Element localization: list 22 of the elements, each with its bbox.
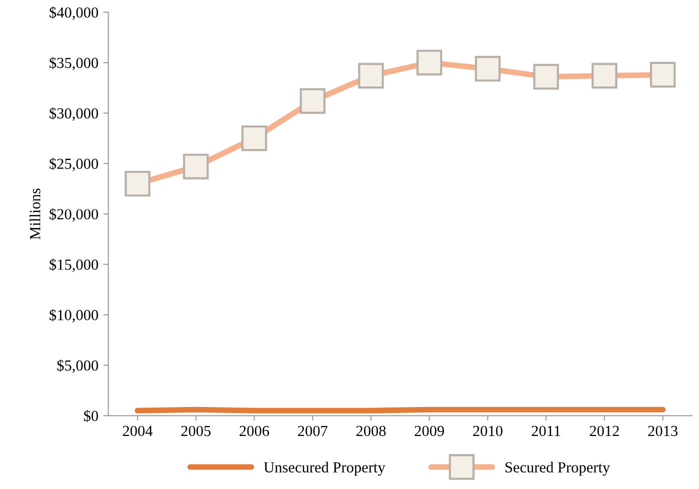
x-tick-label: 2013 — [648, 426, 678, 436]
y-tick-label: $25,000 — [50, 158, 98, 172]
x-tick-label: 2010 — [473, 426, 502, 436]
y-tick-label: $10,000 — [50, 309, 98, 322]
x-tick-label: 2011 — [532, 426, 560, 436]
y-tick-label: $5,000 — [57, 359, 98, 373]
x-tick-label: 2004 — [122, 426, 153, 436]
y-tick-label: $0 — [84, 410, 98, 422]
legend-label: Secured Property — [506, 462, 610, 476]
x-tick-label: 2005 — [181, 426, 211, 436]
x-tick-label: 2007 — [298, 426, 328, 436]
x-tick-label: 2006 — [240, 426, 270, 436]
y-tick-label: $30,000 — [50, 107, 98, 121]
legend-label: Unsecured Property — [264, 462, 386, 476]
y-tick-label: $15,000 — [50, 258, 98, 272]
y-tick-label: $40,000 — [50, 6, 98, 20]
x-tick-label: 2009 — [414, 426, 444, 436]
y-tick-label: $20,000 — [50, 208, 98, 222]
y-tick-label: $35,000 — [50, 56, 98, 70]
y-axis-title: Millions — [30, 188, 40, 240]
x-tick-label: 2012 — [590, 426, 619, 436]
x-tick-label: 2008 — [356, 426, 386, 436]
